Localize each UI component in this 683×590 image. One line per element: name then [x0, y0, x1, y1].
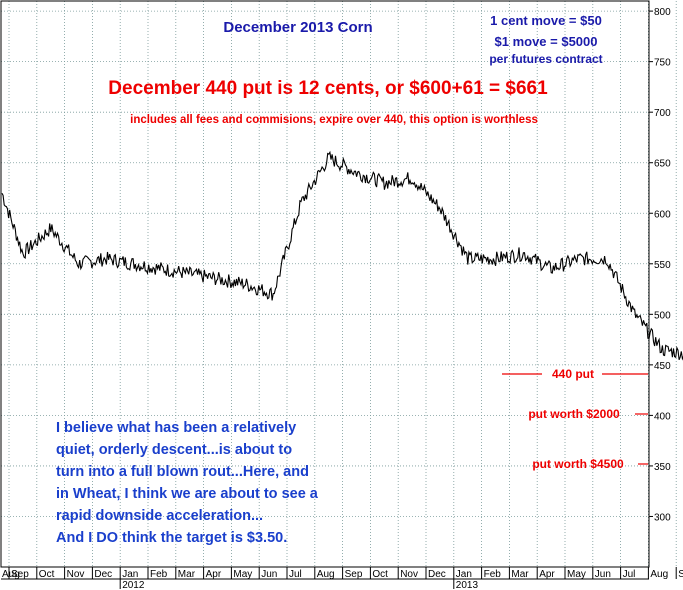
x-tick-label: May: [233, 569, 252, 580]
x-tick-label: Aug: [650, 569, 668, 580]
x-tick-label: Dec: [94, 569, 112, 580]
y-tick-label: 350: [654, 462, 671, 473]
x-tick-label: Jul: [623, 569, 636, 580]
annotation-per-contract: per futures contract: [489, 52, 602, 66]
y-tick-label: 750: [654, 58, 671, 69]
y-tick-label: 400: [654, 411, 671, 422]
x-tick-label: Feb: [150, 569, 168, 580]
price-series: [1, 150, 683, 361]
y-tick-label: 700: [654, 108, 671, 119]
commentary-line-6: And I DO think the target is $3.50.: [56, 530, 287, 546]
x-tick-label: Jan: [456, 569, 472, 580]
x-tick-label: Dec: [428, 569, 446, 580]
x-tick-label: Oct: [372, 569, 388, 580]
chart-title: December 2013 Corn: [223, 19, 372, 36]
annotation-cent-move: 1 cent move = $50: [490, 13, 602, 28]
year-label: 2013: [456, 580, 479, 590]
x-tick-label: Sep: [345, 569, 363, 580]
commentary-block: I believe what has been a relatively qui…: [56, 420, 319, 546]
year-label: 2012: [122, 580, 145, 590]
y-tick-label: 300: [654, 512, 671, 523]
x-tick-label: Feb: [484, 569, 502, 580]
y-tick-label: 600: [654, 209, 671, 220]
annotation-dollar-move: $1 move = $5000: [495, 34, 598, 49]
x-tick-label: Apr: [206, 569, 222, 580]
commentary-line-5: rapid downside acceleration...: [56, 508, 263, 524]
y-tick-label: 800: [654, 7, 671, 18]
x-tick-label: Jul: [289, 569, 302, 580]
x-tick-label: Sep: [11, 569, 29, 580]
x-tick-label: Mar: [511, 569, 529, 580]
x-tick-label: May: [567, 569, 586, 580]
x-tick-label: Nov: [67, 569, 85, 580]
y-tick-label: 500: [654, 310, 671, 321]
x-tick-label: Oct: [39, 569, 55, 580]
x-tick-label: Jan: [122, 569, 138, 580]
label-440-put: 440 put: [552, 367, 594, 381]
x-tick-label: Sep: [678, 569, 683, 580]
y-tick-label: 650: [654, 159, 671, 170]
commentary-line-4: in Wheat, I think we are about to see a: [56, 486, 319, 502]
x-tick-label: Jun: [261, 569, 277, 580]
x-tick-label: Aug: [2, 569, 20, 580]
y-tick-label: 450: [654, 361, 671, 372]
commentary-line-1: I believe what has been a relatively: [56, 420, 296, 436]
x-tick-label: Nov: [400, 569, 418, 580]
y-tick-label: 550: [654, 260, 671, 271]
x-tick-label: Mar: [178, 569, 196, 580]
label-put-worth-2000: put worth $2000: [528, 407, 620, 421]
annotation-fees-note: includes all fees and commisions, expire…: [130, 114, 538, 126]
commentary-line-3: turn into a full blown rout...Here, and: [56, 464, 309, 480]
x-tick-label: Aug: [317, 569, 335, 580]
plot-frame: [0, 0, 650, 568]
commentary-line-2: quiet, orderly descent...is about to: [56, 442, 292, 458]
x-tick-label: Apr: [539, 569, 555, 580]
annotation-put-cost: December 440 put is 12 cents, or $600+61…: [108, 78, 548, 99]
x-tick-label: Jun: [595, 569, 611, 580]
label-put-worth-4500: put worth $4500: [532, 457, 624, 471]
price-line: [1, 150, 683, 361]
label-440-put-bg: [542, 366, 602, 381]
y-axis: 300 350 400 450 500 550 600 650 700 750 800: [649, 7, 671, 523]
